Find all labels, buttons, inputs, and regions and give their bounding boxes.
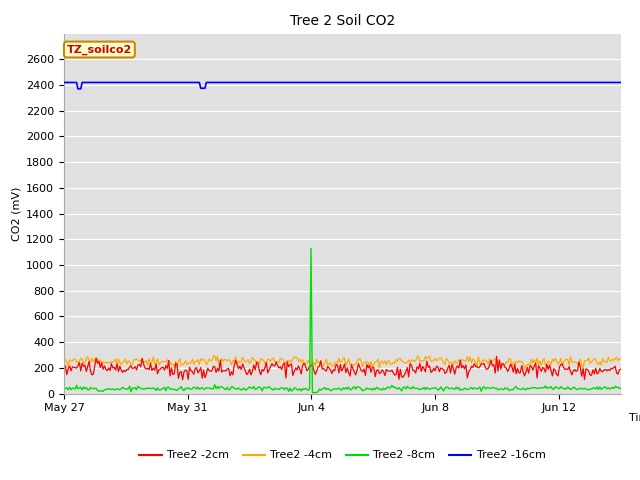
X-axis label: Time: Time [630,413,640,423]
Legend: Tree2 -2cm, Tree2 -4cm, Tree2 -8cm, Tree2 -16cm: Tree2 -2cm, Tree2 -4cm, Tree2 -8cm, Tree… [135,446,550,465]
Y-axis label: CO2 (mV): CO2 (mV) [12,186,22,241]
Text: TZ_soilco2: TZ_soilco2 [67,44,132,55]
Title: Tree 2 Soil CO2: Tree 2 Soil CO2 [290,14,395,28]
